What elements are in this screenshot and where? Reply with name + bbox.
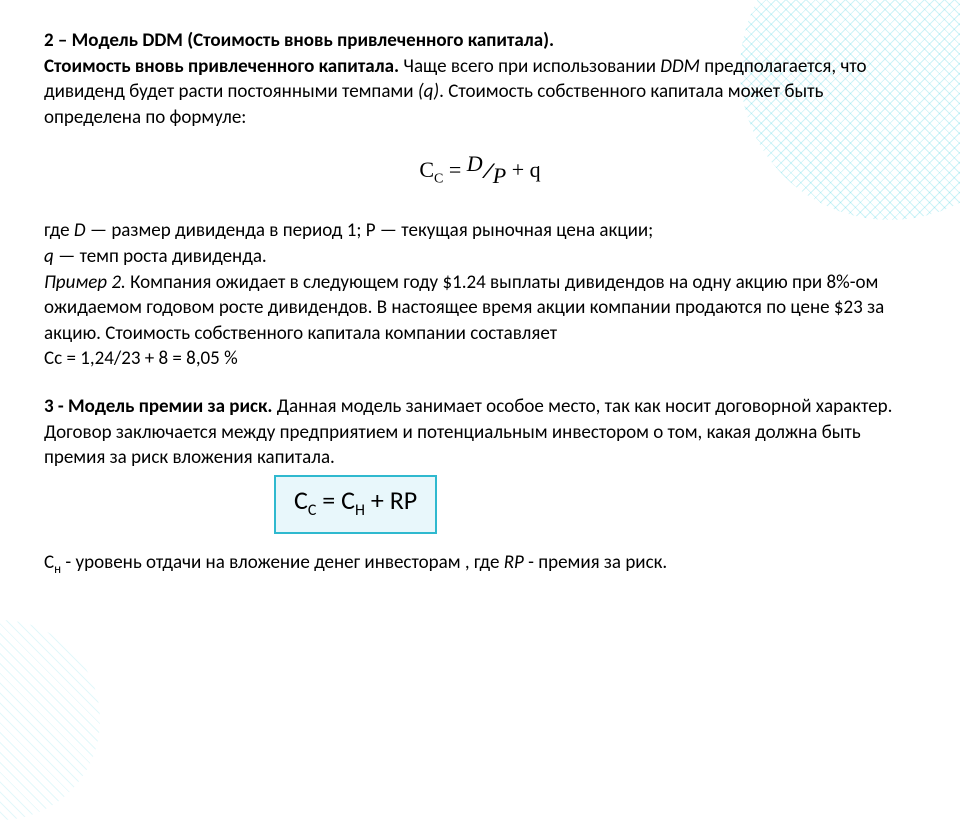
f2-C2: С xyxy=(341,484,355,516)
where-line2: q — темп роста дивиденда. xyxy=(44,244,916,270)
f2-eq: = xyxy=(316,484,341,516)
f2-sub2: H xyxy=(355,501,365,520)
where-pre: где xyxy=(44,219,74,242)
f1-D: D xyxy=(467,149,483,179)
intro-tail1: Чаще всего при использовании xyxy=(403,55,660,78)
f1-P: P xyxy=(493,161,506,191)
foot-after: - премия за риск. xyxy=(524,551,667,574)
intro-ddm: DDM xyxy=(660,55,704,78)
where-q-after: — темп роста дивиденда. xyxy=(54,245,267,268)
decorative-pattern-bottom-left xyxy=(0,620,100,820)
example-body: Компания ожидает в следующем году $1.24 … xyxy=(44,271,884,345)
f1-eq: = xyxy=(443,157,466,182)
f1-plus-q: + q xyxy=(506,157,540,182)
section3-heading: 3 - Модель премии за риск. xyxy=(44,395,277,418)
f2-RP: RP xyxy=(390,484,418,516)
where-line1: где D — размер дивиденда в период 1; Р —… xyxy=(44,218,916,244)
slide-content: 2 – Модель DDM (Стоимость вновь привлече… xyxy=(0,0,960,598)
example-calc: Cс = 1,24/23 + 8 = 8,05 % xyxy=(44,346,916,372)
heading-text: 2 – Модель DDM (Стоимость вновь привлече… xyxy=(44,29,554,52)
intro-bold: Стоимость вновь привлеченного капитала. xyxy=(44,55,403,78)
section3-para: 3 - Модель премии за риск. Данная модель… xyxy=(44,394,916,471)
formula-risk-premium-box: СC = СH + RP xyxy=(274,475,437,534)
foot-C: С xyxy=(44,551,54,574)
section2-heading: 2 – Модель DDM (Стоимость вновь привлече… xyxy=(44,28,916,54)
foot-RP: RP xyxy=(504,551,524,574)
formula-ddm: CC = D/P + q xyxy=(44,149,916,191)
calc-text: Cс = 1,24/23 + 8 = 8,05 % xyxy=(44,347,238,370)
example-label: Пример 2. xyxy=(44,271,130,294)
where-D-after: — размер дивиденда в период 1; Р — текущ… xyxy=(86,219,654,242)
f2-C1: С xyxy=(294,484,308,516)
where-D: D xyxy=(74,219,86,242)
intro-q: (q) xyxy=(418,80,439,103)
where-q: q xyxy=(44,245,54,268)
section2-intro: Стоимость вновь привлеченного капитала. … xyxy=(44,54,916,131)
foot-after-pre: - уровень отдачи на вложение денег инвес… xyxy=(61,551,504,574)
f1-lhs-sub: C xyxy=(434,171,443,186)
example-para: Пример 2. Компания ожидает в следующем г… xyxy=(44,270,916,347)
f2-plus: + xyxy=(365,484,390,516)
f2-content: СC = СH + RP xyxy=(294,484,417,516)
footer-line: Сн - уровень отдачи на вложение денег ин… xyxy=(44,550,916,578)
f1-slash: / xyxy=(483,156,492,186)
f1-lhs-C: C xyxy=(419,157,434,182)
intro-period: . xyxy=(439,80,448,103)
